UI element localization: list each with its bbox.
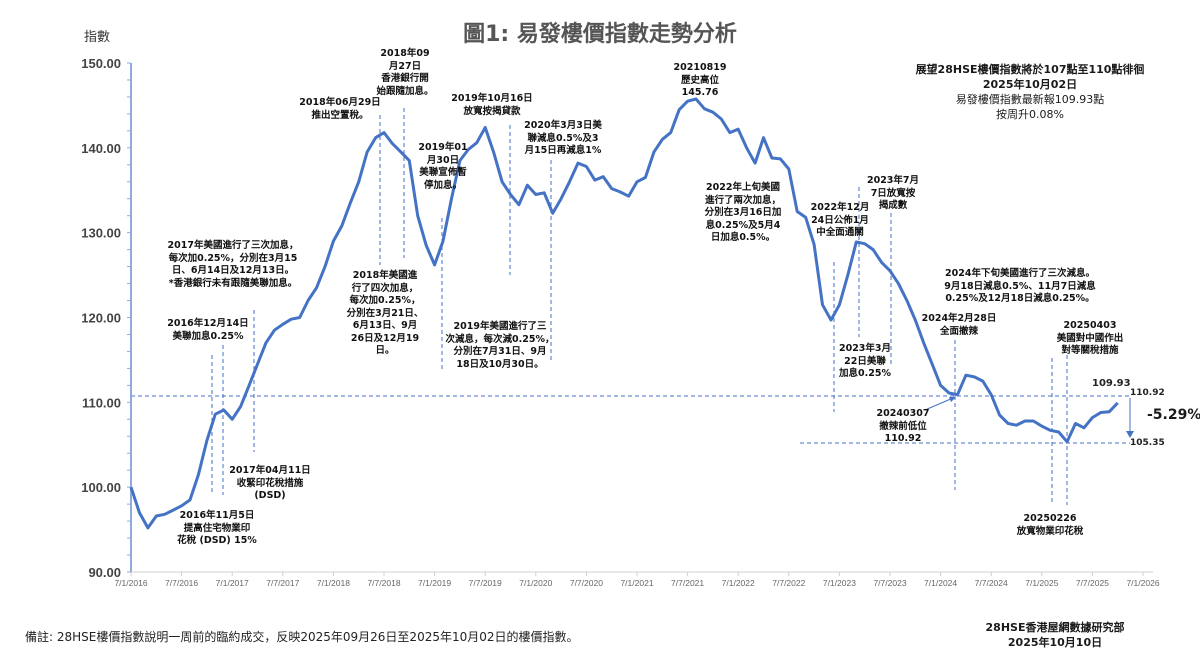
x-tick-label: 7/7/2024	[975, 578, 1008, 588]
annotation: 2023年3月 22日美聯 加息0.25%	[838, 343, 892, 379]
x-tick-label: 7/1/2021	[620, 578, 653, 588]
x-tick-label: 7/1/2022	[722, 578, 755, 588]
annotation: 2018年09 月27日 香港銀行開 始跟隨加息。	[376, 48, 434, 97]
annotation: 2024年2月28日 全面撤辣	[921, 313, 997, 337]
annotation: 2018年美國進 行了四次加息， 每次加0.25%， 分別在3月21日、 6月1…	[346, 270, 424, 356]
annotation: 2019年美國進行了三 次減息，每次減0.25%， 分別在7月31日、9月 18…	[445, 321, 555, 370]
pointer-arrow-head	[949, 397, 956, 402]
x-tick-label: 7/1/2017	[216, 578, 249, 588]
annotation: 20250403 美國對中國作出 對等關稅措施	[1056, 320, 1124, 356]
y-tick-label: 140.00	[81, 141, 121, 156]
x-tick-label: 7/7/2025	[1076, 578, 1109, 588]
info-outlook: 展望28HSE樓價指數將於107點至110點徘徊	[915, 63, 1145, 76]
annotation: 2019年10月16日 放寬按揭貸款	[451, 93, 533, 117]
ref-high-label: 110.92	[1130, 388, 1165, 398]
axes: 90.00 100.00 110.00 120.00 130.00 140.00 150.0…	[81, 56, 1160, 588]
annotation: 2016年12月14日 美聯加息0.25%	[167, 318, 249, 342]
annotation: 2020年3月3日美 聯減息0.5%及3 月15日再減息1%	[524, 120, 602, 156]
annotation: 2016年11月5日 提高住宅物業印 花稅 (DSD) 15%	[177, 510, 257, 546]
event-marker-lines	[131, 108, 1130, 505]
x-tick-label: 7/7/2019	[469, 578, 502, 588]
annotation: 20250226 放寬物業印花稅	[1016, 513, 1084, 537]
source-block: 28HSE香港屋網數據研究部 2025年10月10日	[986, 620, 1125, 650]
chart-title: 圖1: 易發樓價指數走勢分析	[463, 22, 737, 47]
x-tick-label: 7/1/2026	[1126, 578, 1159, 588]
x-tick-label: 7/7/2018	[367, 578, 400, 588]
annotation: 2023年7月 7日放寬按 揭成數	[866, 175, 920, 211]
series-line	[129, 97, 1119, 530]
x-tick-label: 7/1/2025	[1025, 578, 1058, 588]
source-date: 2025年10月10日	[1007, 636, 1103, 649]
source-name: 28HSE香港屋網數據研究部	[985, 621, 1125, 634]
info-date: 2025年10月02日	[982, 78, 1078, 91]
annotation: 20210819 歷史高位 145.76	[673, 62, 727, 98]
latest-value-label: 109.93	[1092, 378, 1131, 389]
x-tick-label: 7/7/2017	[266, 578, 299, 588]
annotation: 20240307 撤辣前低位 110.92	[876, 408, 930, 444]
x-tick-label: 7/1/2016	[114, 578, 147, 588]
footnote: 備註: 28HSE樓價指數說明一周前的臨約成交，反映2025年09月26日至20…	[25, 630, 579, 644]
change-arrow-head	[1126, 431, 1134, 438]
y-tick-label: 150.00	[81, 56, 121, 71]
y-tick-label: 110.00	[82, 395, 121, 410]
pointer-arrow	[924, 397, 954, 411]
annotation: 2019年01 月30日 美聯宣佈暫 停加息。	[418, 142, 468, 191]
info-latest: 易發樓價指數最新報109.93點	[955, 93, 1105, 106]
x-tick-label: 7/1/2018	[317, 578, 350, 588]
x-tick-label: 7/7/2016	[165, 578, 198, 588]
ref-low-label: 105.35	[1130, 438, 1165, 448]
x-tick-label: 7/1/2023	[823, 578, 856, 588]
change-percent-label: -5.29%	[1147, 407, 1200, 423]
annotation: 2018年06月29日 推出空置稅。	[299, 97, 381, 121]
x-tick-label: 7/7/2022	[772, 578, 805, 588]
x-tick-label: 7/7/2020	[570, 578, 603, 588]
y-tick-label: 120.00	[81, 311, 121, 326]
x-tick-label: 7/1/2020	[519, 578, 552, 588]
annotation: 2022年上旬美國 進行了兩次加息， 分別在3月16日加 息0.25%及5月4 …	[704, 182, 782, 243]
y-tick-label: 130.00	[81, 226, 121, 241]
y-axis-label: 指數	[84, 30, 111, 45]
y-tick-label: 100.00	[81, 480, 121, 495]
annotation: 2017年美國進行了三次加息， 每次加0.25%，分別在3月15 日、6月14日…	[167, 240, 299, 289]
info-box: 展望28HSE樓價指數將於107點至110點徘徊 2025年10月02日 易發樓…	[916, 62, 1145, 122]
annotation: 2024年下旬美國進行了三次減息。 9月18日減息0.5%、11月7日減息 0.…	[944, 268, 1096, 304]
x-tick-label: 7/7/2023	[873, 578, 906, 588]
x-tick-label: 7/7/2021	[671, 578, 704, 588]
x-tick-label: 7/1/2024	[924, 578, 957, 588]
annotation: 2022年12月 24日公佈1月 中全面通關	[810, 202, 870, 238]
y-tick-label: 90.00	[88, 565, 121, 580]
info-change: 按周升0.08%	[996, 108, 1064, 121]
x-tick-label: 7/1/2019	[418, 578, 451, 588]
annotation: 2017年04月11日 收緊印花稅措施 (DSD)	[229, 465, 311, 501]
